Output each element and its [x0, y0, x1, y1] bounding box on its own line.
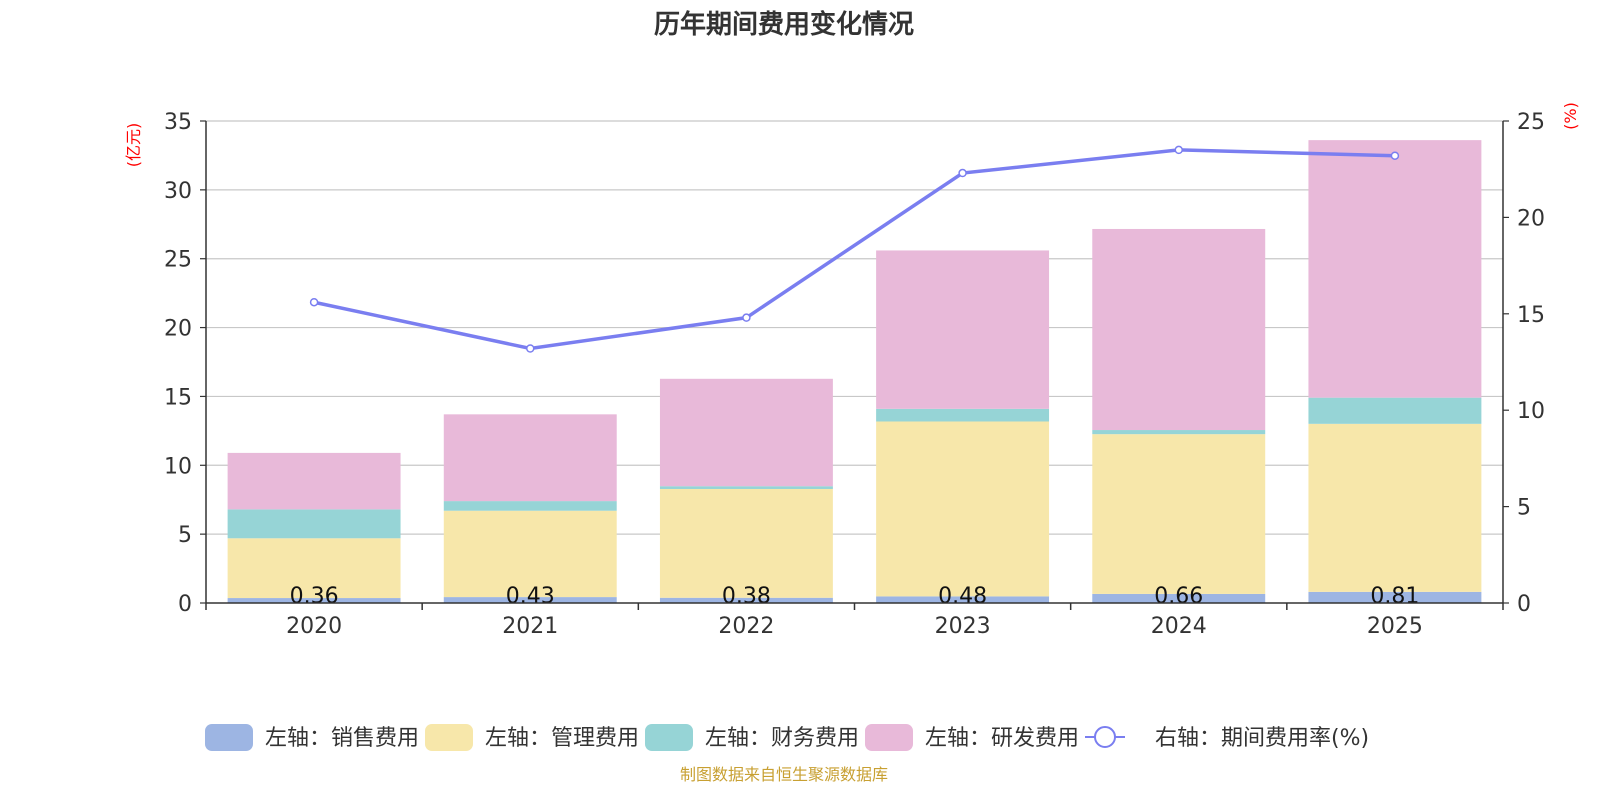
- right-tick-label: 25: [1517, 110, 1545, 135]
- bar-3-2021: [443, 501, 617, 511]
- legend-label: 左轴：销售费用: [265, 726, 419, 751]
- bar-value-label: 0.48: [938, 584, 987, 609]
- legend-item[interactable]: 左轴：销售费用: [205, 724, 419, 751]
- right-tick-label: 5: [1517, 496, 1531, 521]
- legend-item[interactable]: 左轴：管理费用: [425, 724, 639, 751]
- rate-line-group: [309, 145, 1400, 353]
- x-tick-label: 2023: [935, 614, 991, 639]
- legend-label: 右轴：期间费用率(%): [1155, 726, 1369, 751]
- x-tick-label: 2025: [1367, 614, 1423, 639]
- source-note: 制图数据来自恒生聚源数据库: [680, 765, 888, 784]
- legend-marker: [1094, 726, 1116, 748]
- legend-swatch: [205, 724, 253, 751]
- legend-item[interactable]: 左轴：研发费用: [865, 724, 1079, 751]
- bar-4-2024: [1092, 228, 1266, 431]
- bar-3-2023: [876, 408, 1050, 422]
- bar-2-2024: [1092, 434, 1266, 594]
- bar-1-2020: [227, 598, 401, 603]
- bar-3-2025: [1308, 397, 1482, 424]
- bar-2-2021: [443, 510, 617, 598]
- bar-1-2023: [876, 596, 1050, 603]
- x-tick-label: 2024: [1151, 614, 1207, 639]
- bar-2-2023: [876, 421, 1050, 597]
- left-tick-label: 30: [164, 179, 192, 204]
- left-tick-label: 0: [178, 592, 192, 617]
- legend-swatch: [865, 724, 913, 751]
- legend-label: 左轴：研发费用: [925, 726, 1079, 751]
- right-tick-label: 0: [1517, 592, 1531, 617]
- bar-1-2025: [1308, 591, 1482, 603]
- legend-label: 左轴：财务费用: [705, 726, 859, 751]
- x-tick-label: 2022: [718, 614, 774, 639]
- x-tick-label: 2021: [502, 614, 558, 639]
- bar-4-2022: [659, 378, 833, 487]
- right-tick-label: 20: [1517, 206, 1545, 231]
- bar-2-2020: [227, 538, 401, 599]
- chart-title: 历年期间费用变化情况: [654, 9, 914, 40]
- rate-line: [313, 148, 1395, 351]
- left-tick-label: 10: [164, 454, 192, 479]
- rate-point: [1390, 151, 1400, 160]
- left-axis-unit: (亿元): [124, 123, 143, 168]
- right-tick-label: 10: [1517, 399, 1545, 424]
- bar-2-2025: [1308, 423, 1482, 592]
- rate-point: [742, 313, 751, 322]
- left-tick-label: 5: [178, 523, 192, 548]
- bar-1-2022: [659, 597, 833, 603]
- bar-value-label: 0.81: [1370, 584, 1419, 609]
- bar-3-2024: [1092, 430, 1266, 435]
- rate-point: [309, 297, 319, 307]
- rate-point: [526, 344, 535, 353]
- bar-value-label: 0.43: [506, 584, 555, 609]
- left-tick-label: 25: [164, 248, 192, 273]
- rate-point: [1174, 145, 1183, 155]
- grid-lines: [206, 120, 1503, 535]
- bar-4-2020: [227, 452, 401, 510]
- legend-item[interactable]: 右轴：期间费用率(%): [1085, 726, 1369, 751]
- bar-1-2021: [443, 597, 617, 603]
- bar-3-2022: [659, 486, 833, 489]
- bar-3-2020: [227, 509, 401, 539]
- left-tick-label: 20: [164, 317, 192, 342]
- bar-1-2024: [1092, 593, 1266, 603]
- bar-value-label: 0.36: [290, 584, 339, 609]
- bar-group: [227, 140, 1482, 603]
- bar-label-group: 0.36 0.43 0.38 0.48 0.66 0.81: [290, 584, 1420, 609]
- legend[interactable]: 左轴：销售费用 左轴：管理费用 左轴：财务费用 左轴：研发费用 右轴：期间费用率(%): [205, 724, 1369, 751]
- bar-value-label: 0.66: [1154, 584, 1203, 609]
- bar-value-label: 0.38: [722, 584, 771, 609]
- legend-label: 左轴：管理费用: [485, 726, 639, 751]
- left-tick-label: 35: [164, 110, 192, 135]
- bar-2-2022: [659, 488, 833, 598]
- right-tick-label: 15: [1517, 303, 1545, 328]
- x-tick-label: 2020: [286, 614, 342, 639]
- bar-4-2025: [1308, 140, 1482, 398]
- bar-4-2021: [443, 414, 617, 502]
- rate-point: [958, 168, 967, 178]
- legend-item[interactable]: 左轴：财务费用: [645, 724, 859, 751]
- legend-swatch: [645, 724, 693, 751]
- left-tick-label: 15: [164, 385, 192, 410]
- bar-4-2023: [876, 250, 1050, 409]
- legend-swatch: [425, 724, 473, 751]
- right-axis-unit: (%): [1561, 102, 1580, 130]
